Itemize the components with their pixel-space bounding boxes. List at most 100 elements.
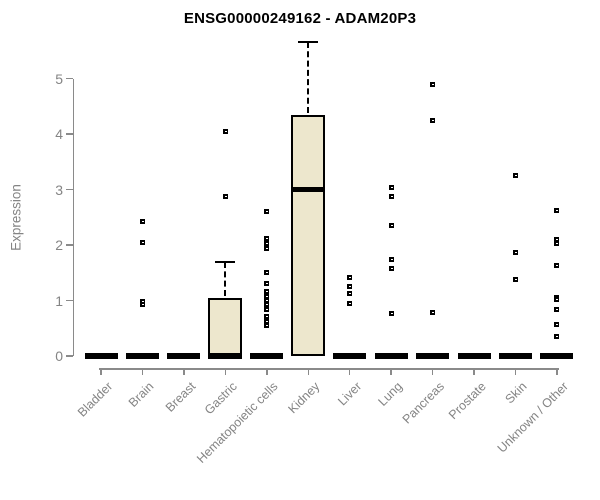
y-axis-tick [66,355,73,357]
y-axis-tick [66,188,73,191]
outlier-point [554,241,560,247]
zero-bar [84,352,118,359]
outlier-point [139,219,145,225]
outlier-point [264,293,270,299]
zero-bar [457,352,491,359]
x-tick-label: Prostate [445,379,489,423]
outlier-point [264,322,270,328]
x-axis-tick [473,368,475,375]
outlier-point [554,334,560,340]
zero-bar [333,352,367,359]
y-tick-label: 2 [55,237,63,253]
outlier-point [347,284,353,290]
outlier-point [430,309,436,315]
outlier-point [388,266,394,272]
x-tick-label: Gastric [201,379,240,418]
y-axis-line [72,78,74,356]
y-tick-label: 4 [55,126,63,142]
outlier-point [264,307,270,313]
x-axis-tick [390,368,392,375]
outlier-point [264,235,270,241]
outlier-point [554,208,560,214]
outlier-point [139,301,145,307]
outlier-point [513,172,518,178]
x-axis-tick [556,368,558,375]
outlier-point [264,208,270,214]
outlier-point [264,318,270,324]
x-axis-tick [431,368,434,375]
median-line [291,186,326,192]
y-axis-tick [66,244,73,246]
y-axis-tick [66,77,73,80]
box [208,297,243,356]
outlier-point [388,185,394,191]
outlier-point [264,313,270,319]
x-axis-tick [183,368,185,375]
whisker-line [307,42,310,113]
outlier-point [388,222,394,228]
x-tick-label: Bladder [74,379,116,420]
zero-bar [250,352,284,359]
outlier-point [264,298,270,303]
y-axis-title: Expression [8,184,24,251]
zero-bar [167,352,201,359]
outlier-point [139,239,145,245]
y-axis-tick [66,299,73,302]
y-tick-label: 5 [55,70,63,87]
outlier-point [264,302,270,308]
median-line [208,353,243,359]
outlier-point [264,241,270,247]
x-tick-label: Pancreas [399,379,447,427]
zero-bar [499,352,532,359]
x-axis-tick [266,368,268,375]
y-axis-tick [66,133,73,135]
chart-title: ENSG00000249162 - ADAM20P3 [183,10,417,27]
y-tick-label: 0 [55,348,63,364]
outlier-point [554,307,560,313]
outlier-point [430,81,436,87]
outlier-point [554,321,560,327]
outlier-point [264,288,270,294]
y-tick-label: 1 [55,292,63,309]
outlier-point [388,194,394,200]
outlier-point [264,246,270,252]
outlier-point [513,277,518,283]
y-tick-label: 3 [55,181,63,198]
x-tick-label: Skin [502,379,530,407]
outlier-point [347,291,353,297]
outlier-point [388,257,394,263]
outlier-point [554,236,560,242]
x-axis-tick [514,368,517,375]
outlier-point [347,274,353,280]
x-tick-label: Kidney [285,379,323,417]
outlier-point [264,281,270,287]
outlier-point [139,299,145,305]
x-tick-label: Breast [162,379,199,415]
box [291,114,326,356]
x-tick-label: Hematopoietic cells [194,379,282,466]
outlier-point [222,193,228,199]
whisker-line [224,261,227,296]
outlier-point [222,128,228,134]
outlier-point [554,263,560,269]
outlier-point [554,297,560,303]
outlier-point [264,270,270,276]
zero-bar [374,352,408,359]
outlier-point [347,300,353,306]
x-axis-tick [307,368,309,375]
x-tick-label: Lung [375,379,406,409]
zero-bar [540,352,574,359]
x-tick-label: Brain [126,379,157,410]
x-axis-line [99,368,559,370]
outlier-point [513,250,518,256]
x-axis-tick [141,368,144,375]
x-axis-tick [224,368,227,375]
x-axis-tick [100,368,102,375]
zero-bar [416,352,450,359]
outlier-point [430,117,436,123]
x-tick-label: Liver [334,379,364,409]
zero-bar [125,352,159,359]
outlier-point [554,294,560,300]
x-axis-tick [348,368,351,375]
